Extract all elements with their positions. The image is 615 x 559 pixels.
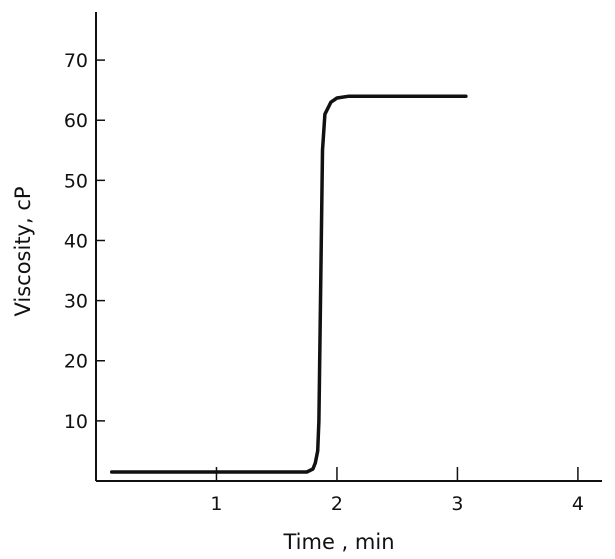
series-layer <box>109 94 468 474</box>
y-tick-label: 20 <box>64 351 88 373</box>
y-tick-label: 50 <box>64 170 88 192</box>
series-line <box>109 94 468 474</box>
x-tick-label: 1 <box>210 493 222 515</box>
x-tick-label: 3 <box>451 493 463 515</box>
y-tick-label: 10 <box>64 411 88 433</box>
y-tick-label: 30 <box>64 291 88 313</box>
x-axis-label: Time , min <box>282 530 394 554</box>
x-tick-label: 4 <box>572 493 584 515</box>
axes <box>95 12 602 482</box>
y-ticks: 10 20 30 40 50 60 70 <box>64 50 105 433</box>
x-ticks: 1 2 3 4 <box>210 467 584 515</box>
x-tick-label: 2 <box>331 493 343 515</box>
y-tick-label: 40 <box>64 230 88 252</box>
y-axis-label: Viscosity, cP <box>11 186 35 316</box>
y-tick-label: 60 <box>64 110 88 132</box>
y-tick-label: 70 <box>64 50 88 72</box>
